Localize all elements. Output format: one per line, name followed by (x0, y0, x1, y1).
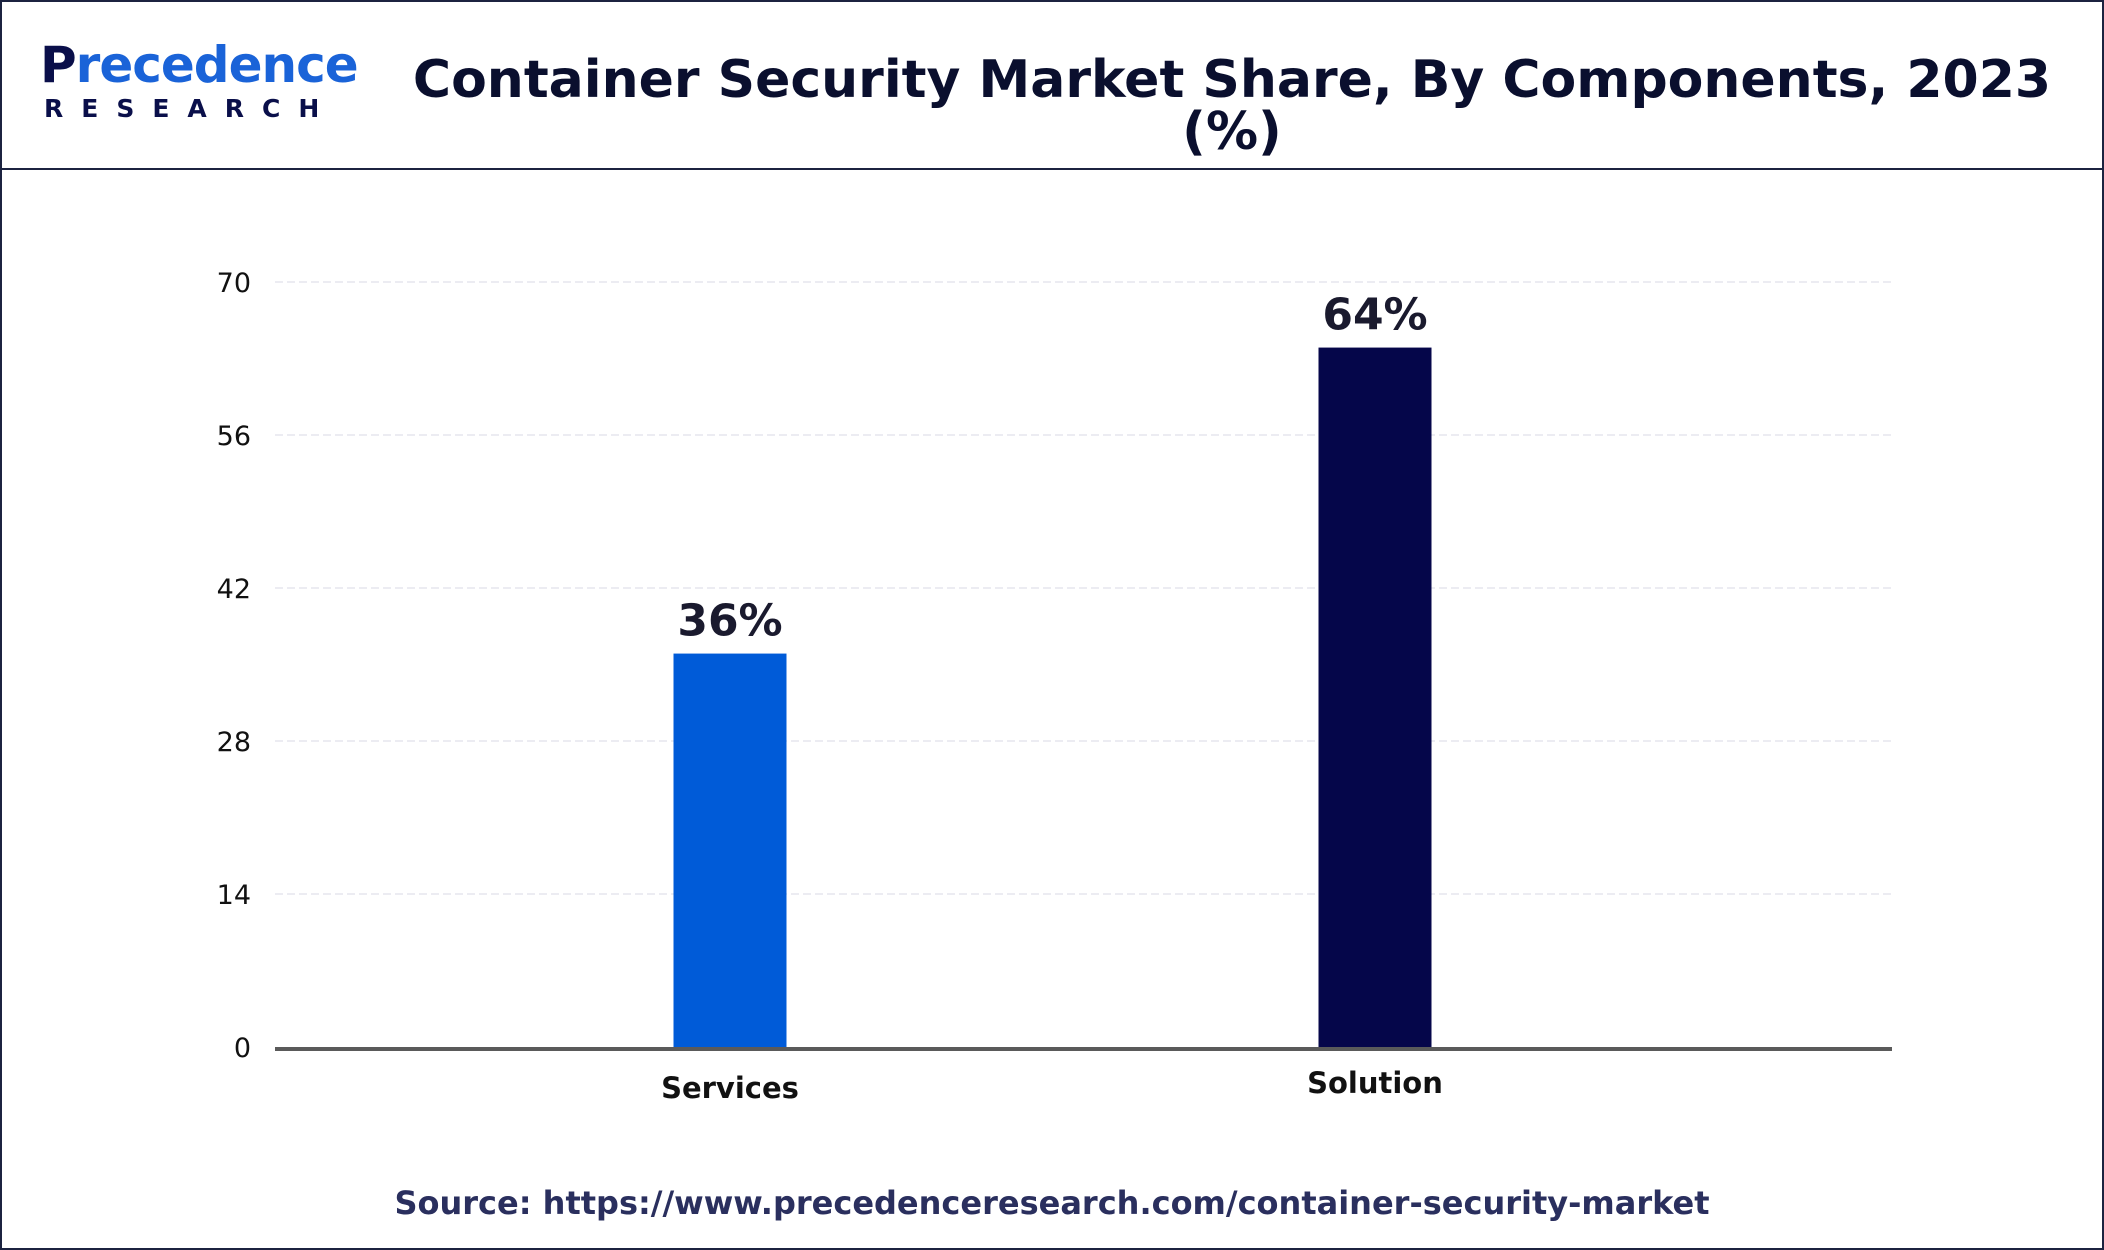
bar-services (673, 653, 787, 1047)
y-tick-label-70: 70 (217, 268, 251, 299)
data-label-solution: 64% (1322, 290, 1427, 341)
x-tick-label-solution: Solution (1307, 1066, 1443, 1100)
logo-subtitle: RESEARCH (44, 94, 338, 123)
bar-solution (1318, 347, 1432, 1048)
y-tick-label-28: 28 (217, 727, 251, 758)
logo-wordmark: Precedence (40, 40, 359, 90)
logo-initial: P (40, 36, 77, 94)
logo-word: recedence (75, 36, 359, 94)
x-tick-label-services: Services (661, 1071, 799, 1105)
y-tick-label-42: 42 (217, 574, 251, 605)
brand-logo: Precedence RESEARCH (40, 40, 359, 130)
y-tick-label-56: 56 (217, 421, 251, 452)
y-tick-label-14: 14 (217, 880, 251, 911)
data-label-services: 36% (677, 596, 782, 647)
header: Precedence RESEARCH Container Security M… (2, 2, 2102, 170)
y-tick-label-0: 0 (234, 1033, 251, 1064)
chart-title: Container Security Market Share, By Comp… (412, 50, 2052, 162)
source-text: Source: https://www.precedenceresearch.c… (394, 1184, 1710, 1222)
